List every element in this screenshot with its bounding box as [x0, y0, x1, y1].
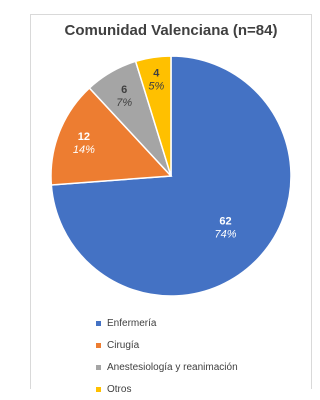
legend-swatch-cirugia	[96, 342, 101, 348]
legend-item-cirugia: Cirugía	[96, 334, 238, 356]
chart-title: Comunidad Valenciana (n=84)	[64, 22, 278, 39]
slice-percent-label-anestesiologia: 7%	[116, 97, 132, 109]
legend-label-otros: Otros	[107, 383, 132, 395]
legend-item-otros: Otros	[96, 378, 238, 400]
slice-count-label-enfermeria: 62	[219, 216, 231, 228]
slice-percent-label-cirugia: 14%	[73, 144, 95, 156]
slice-percent-label-otros: 5%	[148, 81, 164, 93]
legend-label-enfermeria: Enfermería	[107, 317, 157, 329]
slice-percent-label-enfermeria: 74%	[215, 229, 237, 241]
legend-item-enfermeria: Enfermería	[96, 312, 238, 334]
legend-swatch-anestesiologia	[96, 364, 101, 370]
legend-swatch-enfermeria	[96, 320, 101, 326]
pie-slice-cirugia	[50, 86, 173, 186]
legend-label-anestesiologia: Anestesiología y reanimación	[107, 361, 238, 373]
slice-count-label-cirugia: 12	[78, 131, 90, 143]
legend-label-cirugia: Cirugía	[107, 339, 140, 351]
pie-slice-otros	[134, 55, 172, 177]
legend: Enfermería Cirugía Anestesiología y rean…	[96, 312, 238, 400]
legend-item-anestesiologia: Anestesiología y reanimación	[96, 356, 238, 378]
legend-swatch-otros	[96, 386, 101, 392]
slice-count-label-otros: 4	[153, 68, 160, 80]
slice-count-label-anestesiologia: 6	[121, 84, 127, 96]
